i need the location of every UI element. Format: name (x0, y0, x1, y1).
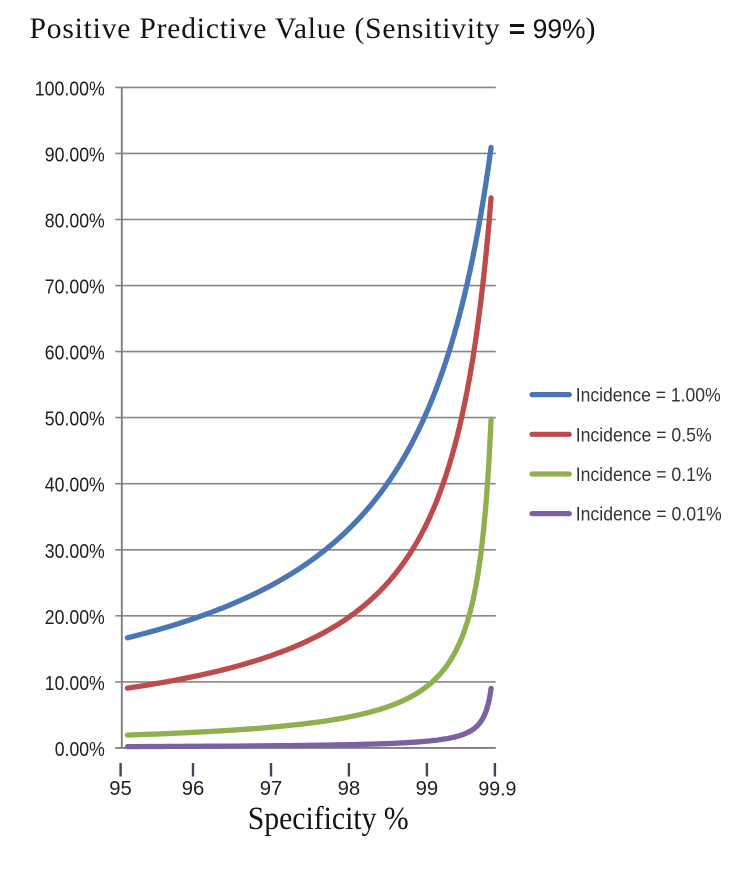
svg-text:96: 96 (182, 778, 205, 800)
svg-text:0.00%: 0.00% (55, 739, 105, 761)
svg-text:97: 97 (260, 778, 283, 800)
svg-text:99.9: 99.9 (478, 779, 516, 801)
svg-text:99: 99 (416, 778, 439, 800)
svg-text:Incidence = 0.1%: Incidence = 0.1% (576, 464, 712, 486)
svg-text:60.00%: 60.00% (45, 343, 105, 365)
svg-text:Incidence = 0.01%: Incidence = 0.01% (576, 504, 722, 526)
svg-text:50.00%: 50.00% (45, 409, 105, 431)
svg-text:100.00%: 100.00% (35, 78, 105, 100)
svg-text:Incidence = 0.5%: Incidence = 0.5% (576, 424, 712, 446)
svg-text:40.00%: 40.00% (45, 475, 105, 497)
svg-text:90.00%: 90.00% (45, 144, 105, 166)
svg-text:95: 95 (109, 778, 132, 800)
svg-text:80.00%: 80.00% (45, 211, 105, 233)
svg-text:Incidence = 1.00%: Incidence = 1.00% (576, 385, 721, 407)
svg-text:Specificity %: Specificity % (248, 801, 409, 837)
svg-text:98: 98 (338, 778, 361, 800)
svg-text:70.00%: 70.00% (45, 277, 105, 299)
svg-text:30.00%: 30.00% (45, 541, 105, 563)
svg-text:10.00%: 10.00% (45, 673, 105, 695)
svg-text:20.00%: 20.00% (45, 607, 105, 629)
svg-text:Positive Predictive Value (Sen: Positive Predictive Value (Sensitivity =… (30, 13, 597, 45)
